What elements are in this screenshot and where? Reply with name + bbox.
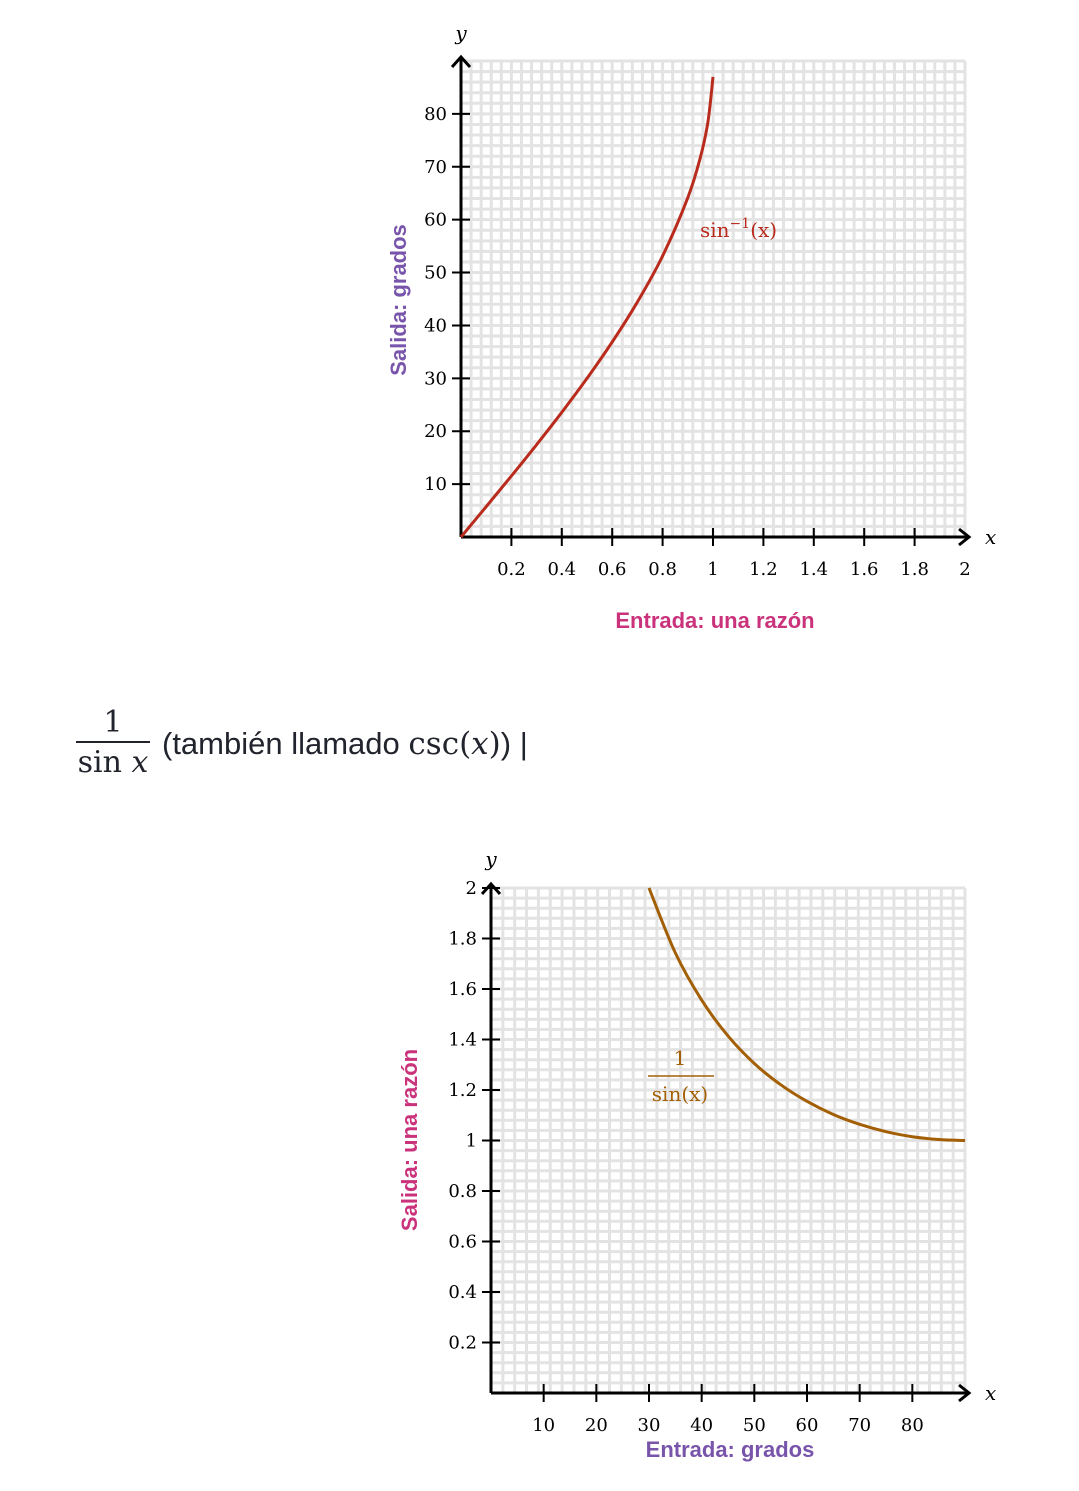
y-tick-label: 1.8 — [448, 929, 477, 950]
y-axis-arrow — [480, 881, 502, 896]
y-tick-label: 70 — [424, 157, 447, 178]
x-axis-symbol: x — [985, 525, 996, 549]
y-tick-label: 1.6 — [448, 979, 477, 1000]
curve-label-argument: (x) — [750, 218, 777, 242]
csc-variable: x — [471, 726, 489, 762]
y-tick-label: 1.4 — [448, 1030, 477, 1051]
x-tick-label: 50 — [743, 1415, 766, 1436]
x-tick-label: 1.2 — [749, 559, 778, 580]
curve-series-line — [459, 76, 715, 538]
denominator-variable: x — [131, 745, 149, 780]
y-tick-label: 0.6 — [448, 1232, 477, 1253]
curve-label-numerator: 1 — [674, 1046, 687, 1070]
x-axis-title: Entrada: una razón — [615, 608, 814, 633]
x-tick-label: 2 — [959, 559, 970, 580]
curve-label-function: sin — [700, 218, 730, 242]
y-tick-label: 20 — [424, 421, 447, 442]
y-tick-label: 10 — [424, 474, 447, 495]
y-axis-title: Salida: una razón — [397, 1049, 422, 1231]
cosecant-chart: 10 20 30 40 50 60 70 80 0.2 0.4 0.6 0.8 1 1.2 1.4 1.6 1.… — [397, 847, 996, 1462]
y-tick-label: 30 — [424, 368, 447, 389]
csc-fraction: 1 sin x — [76, 705, 150, 783]
x-axis-arrow — [958, 1383, 972, 1403]
y-tick-label: 0.8 — [448, 1181, 477, 1202]
x-tick-label: 60 — [796, 1415, 819, 1436]
x-axis-title: Entrada: grados — [646, 1437, 815, 1462]
x-tick-label: 40 — [690, 1415, 713, 1436]
csc-close-paren: ) — [488, 726, 501, 762]
y-tick-label: 0.2 — [448, 1333, 477, 1354]
arcsin-chart: 0.2 0.4 0.6 0.8 1 1.2 1.4 1.6 1.8 2 10 20 30 40 50 60 70… — [386, 21, 996, 633]
x-tick-label: 1.6 — [850, 559, 879, 580]
heading-text: (también llamado — [162, 726, 400, 761]
curve-label: sin−1(x) — [700, 216, 777, 242]
x-tick-label: 70 — [848, 1415, 871, 1436]
y-tick-label: 40 — [424, 315, 447, 336]
y-axis-arrow — [450, 54, 472, 69]
curve-label-exponent: −1 — [730, 216, 751, 232]
csc-expression: csc(x) — [408, 726, 500, 762]
curve-label-denominator: sin(x) — [652, 1082, 708, 1106]
x-tick-label: 0.6 — [598, 559, 627, 580]
x-tick-label: 1.4 — [799, 559, 828, 580]
y-axis-symbol: y — [484, 847, 497, 871]
x-tick-label: 20 — [585, 1415, 608, 1436]
x-tick-label: 0.4 — [547, 559, 576, 580]
y-tick-label: 60 — [424, 210, 447, 231]
curve-series-line — [647, 887, 966, 1142]
x-tick-label: 30 — [638, 1415, 661, 1436]
x-axis-arrow — [958, 527, 972, 547]
denominator-function: sin — [77, 745, 122, 780]
y-tick-label: 50 — [424, 263, 447, 284]
x-axis-symbol: x — [985, 1381, 996, 1405]
y-tick-label: 1 — [466, 1131, 477, 1152]
fraction-numerator: 1 — [103, 705, 123, 740]
fraction-bar — [76, 741, 150, 743]
section-heading: 1 sin x (también llamado csc(x)) | — [76, 705, 528, 783]
csc-open-paren: ( — [459, 726, 472, 762]
csc-function: csc — [408, 726, 460, 762]
x-tick-label: 80 — [901, 1415, 924, 1436]
y-tick-label: 2 — [466, 878, 477, 899]
x-tick-label: 0.2 — [497, 559, 526, 580]
x-tick-label: 1.8 — [900, 559, 929, 580]
x-tick-label: 10 — [532, 1415, 555, 1436]
heading-tail: ) | — [500, 726, 528, 761]
x-tick-label: 1 — [707, 559, 718, 580]
y-tick-label: 80 — [424, 104, 447, 125]
fraction-denominator: sin x — [78, 743, 149, 783]
y-tick-label: 0.4 — [448, 1282, 477, 1303]
y-axis-title: Salida: grados — [386, 224, 411, 376]
x-tick-label: 0.8 — [648, 559, 677, 580]
y-tick-label: 1.2 — [448, 1080, 477, 1101]
y-axis-symbol: y — [454, 21, 467, 45]
